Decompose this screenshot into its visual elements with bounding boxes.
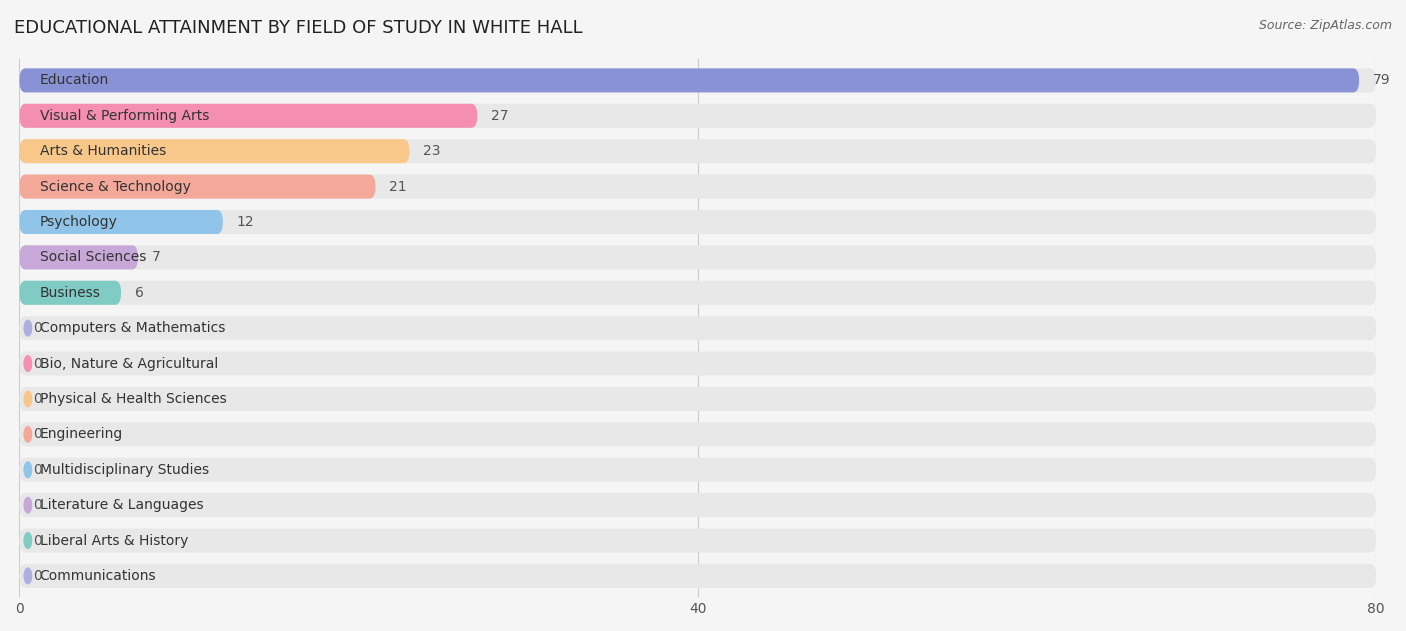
Circle shape [24,108,31,124]
Circle shape [24,427,31,442]
Text: Multidisciplinary Studies: Multidisciplinary Studies [39,463,209,477]
Circle shape [24,497,31,513]
FancyBboxPatch shape [20,139,1376,163]
Text: Education: Education [39,73,110,88]
FancyBboxPatch shape [20,210,224,234]
FancyBboxPatch shape [20,175,1376,199]
Text: Communications: Communications [39,569,156,583]
Text: Visual & Performing Arts: Visual & Performing Arts [39,109,209,123]
FancyBboxPatch shape [20,422,1376,446]
FancyBboxPatch shape [20,103,1376,128]
Circle shape [24,250,31,265]
FancyBboxPatch shape [20,210,1376,234]
Text: Business: Business [39,286,101,300]
Circle shape [24,568,31,584]
Circle shape [24,285,31,300]
Circle shape [24,462,31,478]
Text: Physical & Health Sciences: Physical & Health Sciences [39,392,226,406]
FancyBboxPatch shape [20,281,1376,305]
Text: 21: 21 [389,180,406,194]
FancyBboxPatch shape [20,493,1376,517]
Text: 79: 79 [1372,73,1391,88]
Text: Bio, Nature & Agricultural: Bio, Nature & Agricultural [39,357,218,370]
Text: Source: ZipAtlas.com: Source: ZipAtlas.com [1258,19,1392,32]
Circle shape [24,143,31,159]
Text: 0: 0 [32,321,42,335]
FancyBboxPatch shape [20,281,121,305]
FancyBboxPatch shape [20,457,1376,481]
FancyBboxPatch shape [20,387,1376,411]
Text: 0: 0 [32,463,42,477]
FancyBboxPatch shape [20,316,1376,340]
Text: 23: 23 [423,144,440,158]
Text: 27: 27 [491,109,509,123]
Circle shape [24,356,31,371]
Text: Engineering: Engineering [39,427,122,441]
Text: Arts & Humanities: Arts & Humanities [39,144,166,158]
Circle shape [24,391,31,407]
FancyBboxPatch shape [20,351,1376,375]
Text: 0: 0 [32,569,42,583]
FancyBboxPatch shape [20,529,1376,553]
Text: 0: 0 [32,534,42,548]
FancyBboxPatch shape [20,68,1360,92]
Text: 12: 12 [236,215,254,229]
Text: EDUCATIONAL ATTAINMENT BY FIELD OF STUDY IN WHITE HALL: EDUCATIONAL ATTAINMENT BY FIELD OF STUDY… [14,19,582,37]
FancyBboxPatch shape [20,175,375,199]
Text: 0: 0 [32,392,42,406]
Text: 0: 0 [32,357,42,370]
FancyBboxPatch shape [20,245,138,269]
Text: 6: 6 [135,286,143,300]
Text: Social Sciences: Social Sciences [39,251,146,264]
Text: 0: 0 [32,498,42,512]
Circle shape [24,533,31,548]
Text: Computers & Mathematics: Computers & Mathematics [39,321,225,335]
Text: Psychology: Psychology [39,215,118,229]
Text: 7: 7 [152,251,160,264]
FancyBboxPatch shape [20,139,409,163]
Circle shape [24,214,31,230]
Circle shape [24,73,31,88]
FancyBboxPatch shape [20,564,1376,588]
Circle shape [24,321,31,336]
Text: Liberal Arts & History: Liberal Arts & History [39,534,188,548]
FancyBboxPatch shape [20,68,1376,92]
FancyBboxPatch shape [20,103,477,128]
Text: Science & Technology: Science & Technology [39,180,191,194]
Text: 0: 0 [32,427,42,441]
FancyBboxPatch shape [20,245,1376,269]
Text: Literature & Languages: Literature & Languages [39,498,204,512]
Circle shape [24,179,31,194]
